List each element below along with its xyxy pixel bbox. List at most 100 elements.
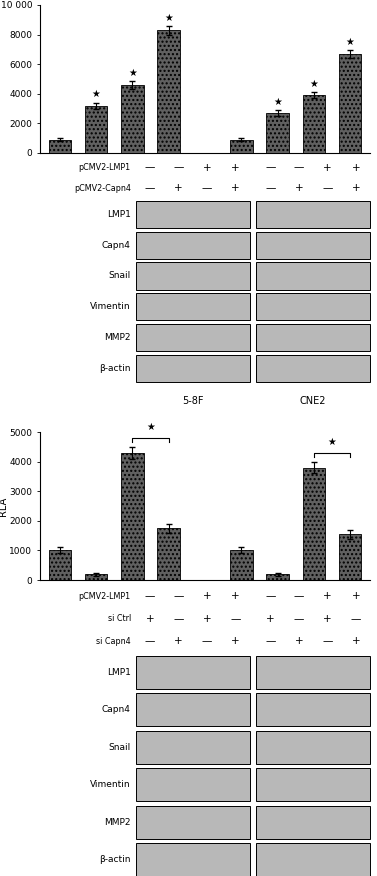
Text: LMP1: LMP1 (107, 210, 131, 219)
Text: +: + (231, 163, 240, 173)
Bar (136, 731, 250, 764)
Bar (158, 30, 180, 153)
Text: +: + (202, 591, 211, 601)
Bar (49, 139, 71, 153)
Text: β-actin: β-actin (99, 855, 131, 865)
Text: MMP2: MMP2 (104, 817, 131, 827)
Text: pCMV2-LMP1: pCMV2-LMP1 (79, 591, 131, 601)
Text: +: + (323, 591, 332, 601)
Text: 5-8F: 5-8F (182, 396, 203, 406)
Bar (121, 453, 144, 580)
Text: ★: ★ (273, 97, 282, 107)
Text: ★: ★ (146, 422, 155, 432)
Bar (256, 693, 370, 726)
Bar (230, 550, 253, 580)
Text: +: + (202, 163, 211, 173)
Bar (230, 139, 253, 153)
Bar (85, 574, 107, 580)
Text: +: + (146, 614, 154, 624)
Bar (136, 201, 250, 228)
Bar (256, 355, 370, 382)
Y-axis label: pNF-κB luc
RLA: pNF-κB luc RLA (0, 480, 8, 533)
Text: —: — (145, 637, 155, 646)
Bar (136, 293, 250, 321)
Bar (256, 263, 370, 290)
Text: —: — (230, 614, 241, 624)
Bar (256, 231, 370, 258)
Bar (121, 85, 144, 153)
Text: +: + (351, 183, 360, 194)
Text: —: — (145, 183, 155, 194)
Text: +: + (174, 183, 183, 194)
Bar (136, 263, 250, 290)
Text: β-actin: β-actin (99, 364, 131, 373)
Text: —: — (173, 614, 184, 624)
Bar (303, 95, 325, 153)
Text: LMP1: LMP1 (107, 668, 131, 676)
Bar (266, 113, 289, 153)
Text: Capn4: Capn4 (102, 241, 131, 250)
Bar (256, 201, 370, 228)
Text: +: + (351, 163, 360, 173)
Bar (256, 806, 370, 838)
Text: —: — (294, 163, 304, 173)
Text: —: — (265, 183, 276, 194)
Text: pCMV2-Capn4: pCMV2-Capn4 (74, 184, 131, 193)
Text: +: + (231, 637, 240, 646)
Text: +: + (174, 637, 183, 646)
Text: —: — (294, 591, 304, 601)
Text: —: — (202, 183, 212, 194)
Bar (85, 106, 107, 153)
Text: +: + (294, 183, 303, 194)
Bar (256, 844, 370, 876)
Bar (303, 468, 325, 580)
Text: —: — (322, 183, 333, 194)
Text: +: + (231, 183, 240, 194)
Text: ★: ★ (164, 12, 173, 23)
Text: ★: ★ (328, 437, 336, 447)
Text: —: — (322, 637, 333, 646)
Bar (256, 293, 370, 321)
Text: CNE2: CNE2 (300, 396, 326, 406)
Bar (266, 574, 289, 580)
Bar (256, 655, 370, 689)
Bar (136, 693, 250, 726)
Text: ★: ★ (346, 37, 354, 47)
Text: +: + (266, 614, 275, 624)
Text: —: — (265, 637, 276, 646)
Text: Vimentin: Vimentin (90, 302, 131, 311)
Bar (136, 806, 250, 838)
Text: Snail: Snail (109, 272, 131, 280)
Text: si Capn4: si Capn4 (96, 637, 131, 646)
Text: +: + (351, 637, 360, 646)
Bar (136, 844, 250, 876)
Bar (136, 655, 250, 689)
Text: +: + (231, 591, 240, 601)
Text: —: — (145, 163, 155, 173)
Bar (136, 231, 250, 258)
Bar (158, 528, 180, 580)
Text: ★: ★ (92, 89, 101, 99)
Bar (256, 768, 370, 802)
Text: +: + (323, 614, 332, 624)
Text: —: — (173, 591, 184, 601)
Text: +: + (323, 163, 332, 173)
Text: Capn4: Capn4 (102, 705, 131, 714)
Text: +: + (351, 591, 360, 601)
Bar (136, 324, 250, 351)
Bar (256, 324, 370, 351)
Text: pCMV2-LMP1: pCMV2-LMP1 (79, 163, 131, 172)
Text: +: + (294, 637, 303, 646)
Bar (49, 550, 71, 580)
Bar (339, 534, 361, 580)
Text: —: — (265, 163, 276, 173)
Text: —: — (202, 637, 212, 646)
Text: ★: ★ (128, 68, 137, 78)
Text: —: — (265, 591, 276, 601)
Text: MMP2: MMP2 (104, 333, 131, 343)
Text: Vimentin: Vimentin (90, 781, 131, 789)
Text: —: — (351, 614, 361, 624)
Text: —: — (145, 591, 155, 601)
Bar (256, 731, 370, 764)
Text: +: + (202, 614, 211, 624)
